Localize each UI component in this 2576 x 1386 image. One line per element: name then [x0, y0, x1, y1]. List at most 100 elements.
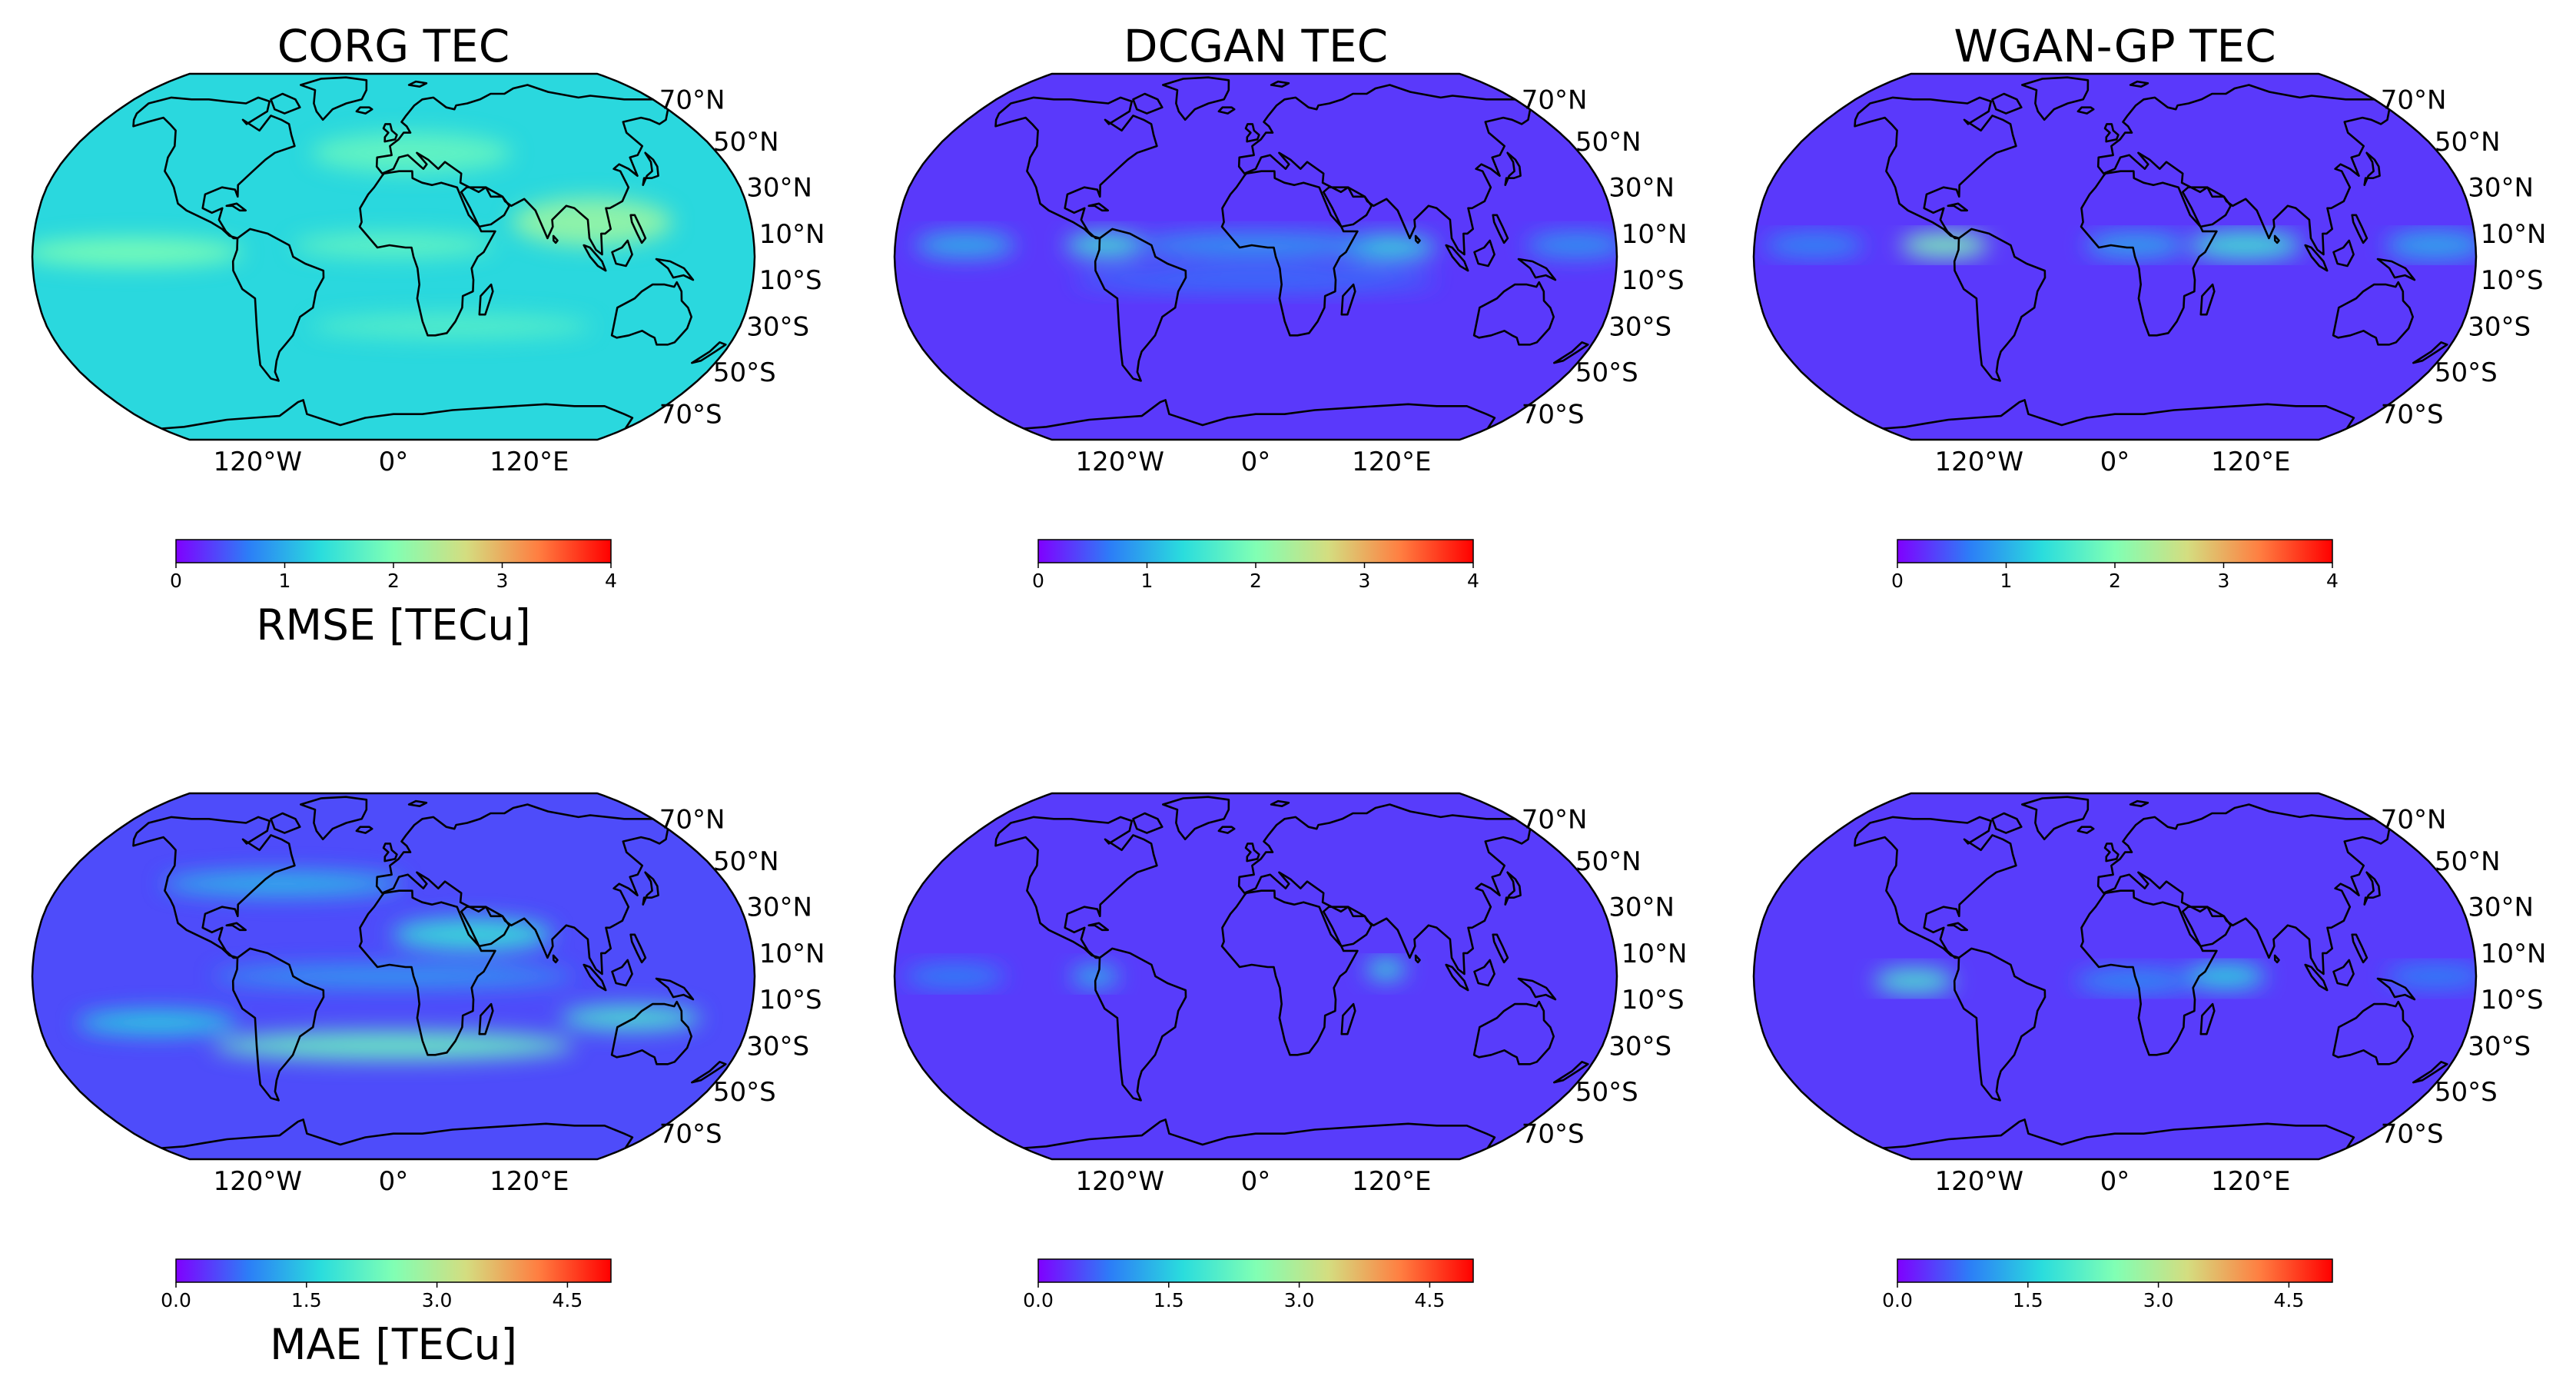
coastline-sri-lanka: [2273, 234, 2280, 244]
map-outline: [1752, 72, 2478, 441]
lon-tick-label: 120°E: [2211, 1166, 2290, 1197]
coastline-sri-lanka: [2273, 954, 2280, 964]
coastline-borneo: [2332, 959, 2355, 987]
colorbar-tick-label: 2: [387, 570, 400, 592]
coastline-greenland: [2021, 796, 2090, 841]
colorbar-tick-label: 3.0: [2143, 1289, 2174, 1311]
coastline-north-america: [1854, 816, 2017, 959]
colorbar-tick-label: 4: [2326, 570, 2339, 592]
colorbar-tick-label: 4.5: [1415, 1289, 1446, 1311]
anomaly-blob: [2189, 231, 2302, 260]
coastline-svalbard: [1270, 799, 1290, 807]
lat-tick-label: 50°N: [713, 846, 779, 877]
panel-rmse-2: DCGAN TEC 70°N 50°N 30°N 10°N 10°S 30°S 50°S 70°…: [893, 20, 1688, 592]
coastline-north-america: [994, 816, 1158, 959]
lat-tick-label: 70°S: [659, 1119, 722, 1150]
coastline-greenland: [1162, 796, 1230, 841]
lat-tick-label: 50°S: [1575, 357, 1638, 388]
lat-tick-label: 50°S: [713, 1077, 776, 1108]
coastline-new-guinea: [655, 258, 695, 281]
coastline-arabia: [2181, 186, 2232, 228]
coastline-japan: [2363, 151, 2381, 186]
anomaly-blob: [2084, 233, 2186, 258]
lon-tick-label: 0°: [1241, 1166, 1271, 1197]
coastline-greenland: [1162, 76, 1230, 121]
lat-tick-label: 10°S: [759, 265, 822, 296]
coastline-svalbard: [2129, 80, 2149, 88]
map-outline: [893, 72, 1618, 441]
coastline-australia: [2332, 1000, 2414, 1065]
coastline-svalbard: [407, 80, 428, 88]
coastline-borneo: [611, 959, 633, 987]
coastline-sri-lanka: [552, 234, 559, 244]
lat-tick-label: 50°S: [2435, 1077, 2498, 1108]
coastline-sumatra: [2304, 963, 2329, 992]
lon-tick-label: 120°E: [2211, 447, 2290, 477]
coastline-south-america: [231, 947, 325, 1102]
coastline-great-britain: [2103, 123, 2120, 143]
anomaly-blob: [1065, 233, 1146, 258]
coastline-baffin-island: [270, 812, 301, 834]
colorbar-tick-label: 1: [1141, 570, 1154, 592]
lat-tick-label: 70°N: [659, 85, 725, 115]
lat-tick-label: 10°N: [759, 939, 825, 969]
coastline-japan: [642, 871, 659, 906]
lat-tick-label: 30°N: [1608, 892, 1675, 923]
colorbar-gradient: [175, 1258, 612, 1283]
lat-tick-label: 10°S: [759, 985, 822, 1015]
coastline-eurasia: [1237, 803, 1532, 976]
coastline-great-britain: [1244, 843, 1260, 863]
coastline-iceland: [1217, 826, 1236, 834]
coastline-new-zealand: [691, 1061, 727, 1084]
coastline-sumatra: [1445, 963, 1469, 992]
lat-tick-label: 70°S: [1522, 1119, 1585, 1150]
coastline-philippines: [629, 933, 647, 964]
panel-title: WGAN-GP TEC: [1954, 20, 2276, 72]
anomaly-blob: [1366, 959, 1406, 980]
lat-tick-label: 30°N: [2468, 173, 2534, 204]
coastline-japan: [642, 151, 659, 186]
anomaly-blob: [1874, 969, 1955, 993]
coastline-eurasia: [1237, 84, 1532, 256]
anomaly-blob: [560, 1005, 702, 1031]
lat-tick-label: 50°N: [2435, 846, 2501, 877]
coastline-borneo: [1473, 239, 1495, 268]
lon-tick-label: 120°W: [1934, 447, 2023, 477]
coastline-borneo: [2332, 239, 2355, 268]
lon-tick-label: 120°W: [1075, 1166, 1164, 1197]
colorbar-gradient: [1897, 539, 2333, 563]
colorbar: 0.0 1.5 3.0 4.5: [1882, 1258, 2333, 1311]
lat-tick-label: 10°N: [1622, 219, 1688, 250]
colorbar-label: MAE [TECu]: [270, 1320, 517, 1369]
coastline-new-zealand: [691, 341, 727, 364]
lat-tick-label: 10°N: [2481, 219, 2547, 250]
lat-tick-label: 30°N: [746, 173, 812, 204]
colorbar-tick-label: 4: [1467, 570, 1479, 592]
colorbar-tick-label: 1.5: [291, 1289, 322, 1311]
coastline-new-zealand: [1553, 341, 1589, 364]
colorbar-tick-label: 0: [170, 570, 182, 592]
coastline-great-britain: [382, 843, 398, 863]
coastline-borneo: [611, 239, 633, 268]
coastline-north-america: [132, 96, 296, 240]
colorbar: 0.0 1.5 3.0 4.5 MAE [TECu]: [161, 1258, 612, 1369]
coastline-north-america: [1854, 96, 2017, 240]
panel-title: CORG TEC: [277, 20, 510, 72]
panel-mae-2: 70°N 50°N 30°N 10°N 10°S 30°S 50°S 70°S 120°W 0° 1…: [893, 792, 1688, 1311]
coastline-madagascar: [2199, 283, 2216, 316]
lon-tick-label: 0°: [379, 447, 409, 477]
colorbar: 0 1 2 3 4: [1032, 539, 1479, 592]
lat-tick-label: 70°N: [2381, 804, 2447, 835]
lat-tick-label: 50°S: [2435, 357, 2498, 388]
coastline-sri-lanka: [1414, 234, 1421, 244]
coastlines: [994, 76, 1589, 430]
lat-tick-label: 30°S: [746, 311, 809, 342]
coastline-africa: [358, 170, 496, 337]
coastlines: [1854, 76, 2448, 430]
coastline-sumatra: [2304, 244, 2329, 272]
coastline-philippines: [629, 214, 647, 244]
map-outline: [31, 72, 756, 441]
anomaly-blob: [1900, 233, 1989, 258]
colorbar-tick-label: 3.0: [422, 1289, 453, 1311]
